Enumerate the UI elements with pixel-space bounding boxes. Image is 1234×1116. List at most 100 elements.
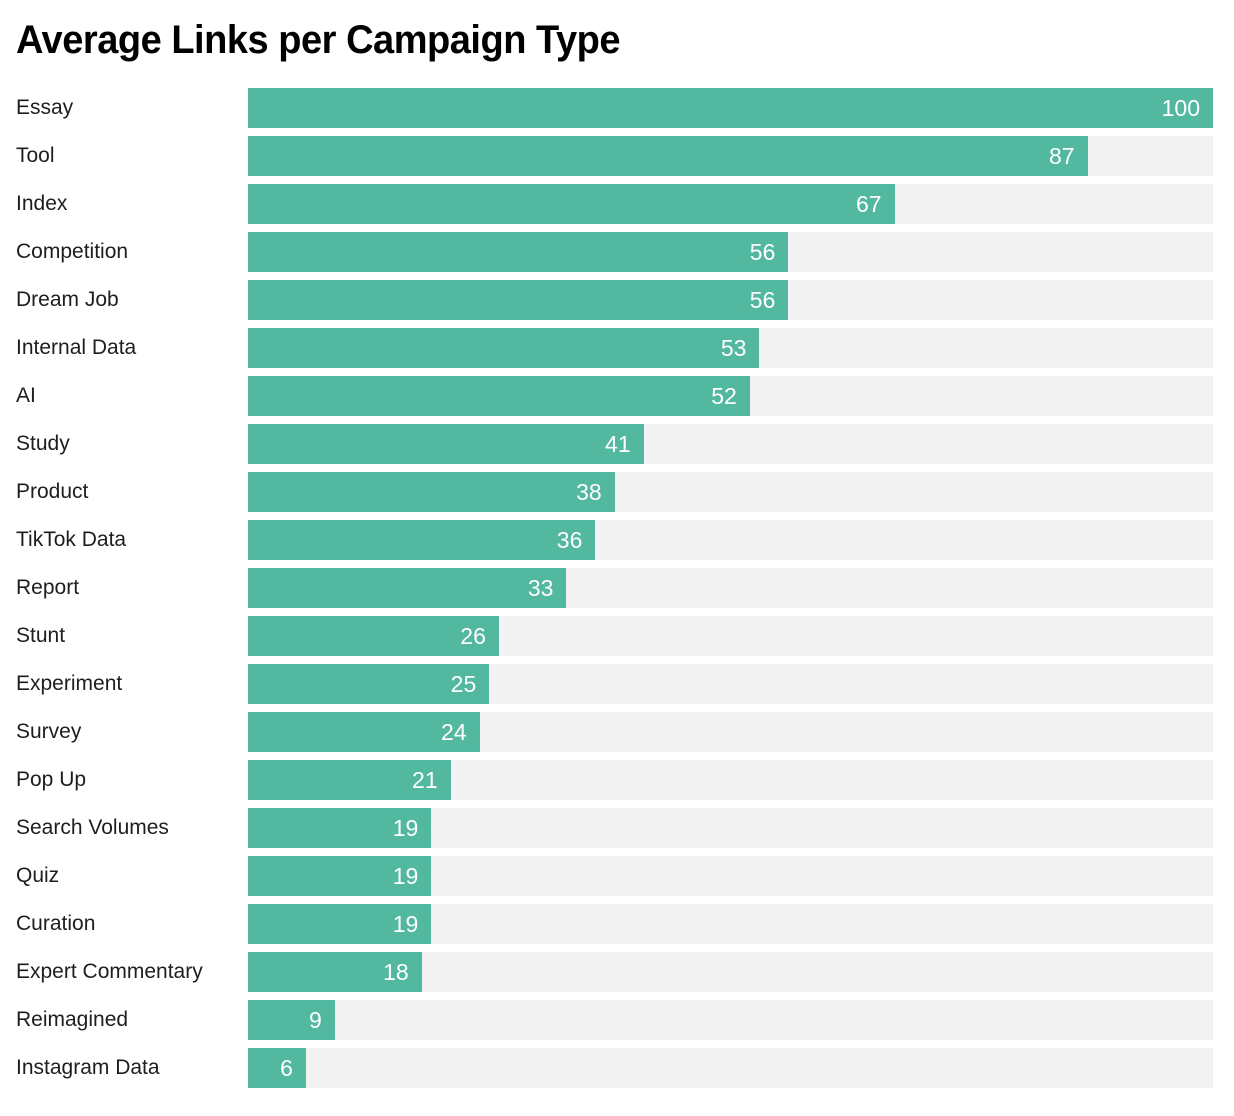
- bar-row: Survey 24: [16, 712, 1213, 752]
- category-label: Index: [16, 192, 68, 215]
- bar-track: 56: [248, 280, 1213, 320]
- bar-track: 87: [248, 136, 1213, 176]
- bar-track: 18: [248, 952, 1213, 992]
- bar: 67: [248, 184, 895, 224]
- bar: 52: [248, 376, 750, 416]
- category-label: TikTok Data: [16, 528, 127, 551]
- value-label: 67: [855, 190, 882, 217]
- value-label: 38: [576, 478, 602, 505]
- bar-row: Experiment 25: [16, 664, 1213, 704]
- value-label: 41: [605, 430, 631, 457]
- bar: 87: [248, 136, 1088, 176]
- bar-track: 33: [248, 568, 1213, 608]
- category-label: Dream Job: [16, 288, 119, 311]
- bar: 53: [248, 328, 760, 368]
- bar: 100: [248, 88, 1213, 128]
- bar: 19: [248, 808, 432, 848]
- bar-track: 19: [248, 904, 1213, 944]
- value-label: 19: [392, 910, 419, 937]
- bar: 33: [248, 568, 567, 608]
- bar-track: 21: [248, 760, 1213, 800]
- bar-row: Essay 100: [16, 88, 1213, 128]
- value-label: 19: [392, 814, 419, 841]
- bar: 26: [248, 616, 499, 656]
- value-label: 26: [460, 622, 486, 649]
- bar-row: Report 33: [16, 568, 1213, 608]
- bar-track: 9: [248, 1000, 1213, 1040]
- bar-row: Index 67: [16, 184, 1213, 224]
- category-label: AI: [16, 384, 36, 407]
- value-label: 56: [749, 286, 776, 313]
- bar-rows: Essay 100 Tool 87 Index 67 Competition 5…: [16, 88, 1213, 1088]
- bar: 56: [248, 280, 789, 320]
- bar: 18: [248, 952, 422, 992]
- value-label: 52: [711, 382, 737, 409]
- bar-row: Dream Job 56: [16, 280, 1213, 320]
- bar-row: AI 52: [16, 376, 1213, 416]
- bar-track: 56: [248, 232, 1213, 272]
- bar-row: Competition 56: [16, 232, 1213, 272]
- bar-row: Pop Up 21: [16, 760, 1213, 800]
- bar: 25: [248, 664, 490, 704]
- bar-row: Search Volumes 19: [16, 808, 1213, 848]
- bar-row: Quiz 19: [16, 856, 1213, 896]
- category-label: Internal Data: [16, 336, 137, 359]
- bar: 6: [248, 1048, 306, 1088]
- bar-row: Study 41: [16, 424, 1213, 464]
- value-label: 100: [1161, 94, 1200, 121]
- bar: 21: [248, 760, 451, 800]
- value-label: 36: [556, 526, 583, 553]
- bar-row: Stunt 26: [16, 616, 1213, 656]
- category-label: Study: [16, 432, 70, 455]
- bar-row: Internal Data 53: [16, 328, 1213, 368]
- bar-track: 26: [248, 616, 1213, 656]
- category-label: Pop Up: [16, 768, 87, 791]
- bar-track: 52: [248, 376, 1213, 416]
- bar-row: Product 38: [16, 472, 1213, 512]
- bar: 36: [248, 520, 596, 560]
- category-label: Tool: [16, 144, 55, 167]
- bar: 38: [248, 472, 615, 512]
- category-label: Expert Commentary: [16, 960, 203, 983]
- value-label: 53: [720, 334, 747, 361]
- category-label: Stunt: [16, 624, 66, 647]
- bar: 24: [248, 712, 480, 752]
- bar-track: 19: [248, 856, 1213, 896]
- category-label: Report: [16, 576, 80, 599]
- bar-track: 53: [248, 328, 1213, 368]
- value-label: 87: [1048, 142, 1075, 169]
- bar-track: 41: [248, 424, 1213, 464]
- bar-track: 38: [248, 472, 1213, 512]
- bar-track: 36: [248, 520, 1213, 560]
- category-label: Survey: [16, 720, 82, 743]
- value-label: 21: [412, 766, 438, 793]
- category-label: Reimagined: [16, 1008, 129, 1031]
- category-label: Essay: [16, 96, 74, 119]
- bar-track: 6: [248, 1048, 1213, 1088]
- bar-track: 100: [248, 88, 1213, 128]
- category-label: Search Volumes: [16, 816, 169, 839]
- category-label: Product: [16, 480, 89, 503]
- value-label: 56: [749, 238, 776, 265]
- bar: 9: [248, 1000, 335, 1040]
- bar-row: Curation 19: [16, 904, 1213, 944]
- bar-track: 19: [248, 808, 1213, 848]
- bar-track: 24: [248, 712, 1213, 752]
- value-label: 25: [450, 670, 477, 697]
- category-label: Curation: [16, 912, 96, 935]
- value-label: 24: [441, 718, 467, 745]
- bar: 19: [248, 904, 432, 944]
- bar: 56: [248, 232, 789, 272]
- category-label: Competition: [16, 240, 129, 263]
- category-label: Instagram Data: [16, 1056, 160, 1079]
- value-label: 18: [383, 958, 409, 985]
- bar: 41: [248, 424, 644, 464]
- bar-track: 25: [248, 664, 1213, 704]
- chart-title: Average Links per Campaign Type: [16, 18, 621, 62]
- bar-row: TikTok Data 36: [16, 520, 1213, 560]
- value-label: 19: [392, 862, 419, 889]
- value-label: 9: [309, 1006, 322, 1033]
- value-label: 6: [280, 1054, 293, 1081]
- bar-row: Expert Commentary 18: [16, 952, 1213, 992]
